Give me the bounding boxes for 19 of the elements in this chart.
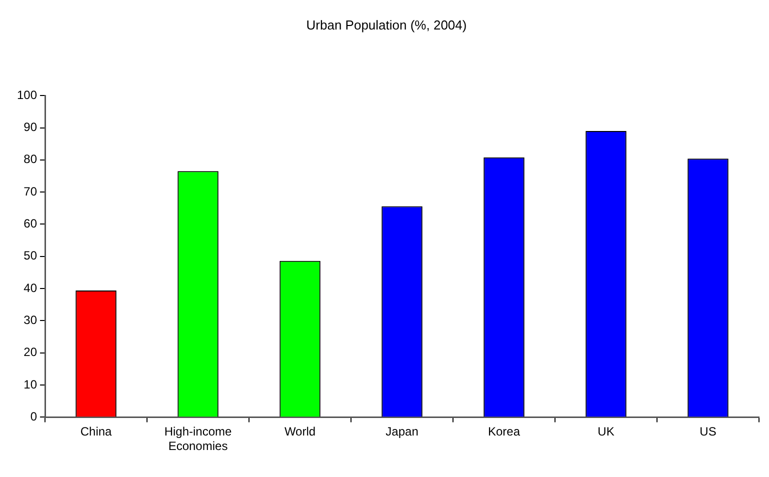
- x-tick-label: UK: [598, 424, 614, 439]
- chart-title: Urban Population (%, 2004): [306, 17, 467, 32]
- x-tick-label: Japan: [386, 424, 418, 439]
- y-tick-label: 90: [24, 120, 38, 134]
- y-tick-label: 100: [16, 88, 38, 102]
- y-tick-label: 10: [24, 377, 38, 392]
- x-tick-label: World: [284, 424, 316, 439]
- x-tick-label: US: [700, 424, 716, 439]
- x-tick-label: China: [80, 424, 112, 439]
- y-tick-label: 50: [24, 248, 38, 263]
- y-tick-label: 70: [24, 184, 38, 198]
- y-tick-label: 20: [24, 345, 38, 360]
- y-tick-label: 60: [24, 216, 38, 231]
- y-tick-label: 0: [30, 410, 38, 424]
- y-tick-label: 30: [24, 313, 38, 328]
- y-tick-label: 80: [24, 152, 38, 166]
- x-tick-label: High-income Economies: [164, 424, 232, 454]
- x-tick-label: Korea: [488, 424, 520, 439]
- y-tick-label: 40: [24, 280, 38, 295]
